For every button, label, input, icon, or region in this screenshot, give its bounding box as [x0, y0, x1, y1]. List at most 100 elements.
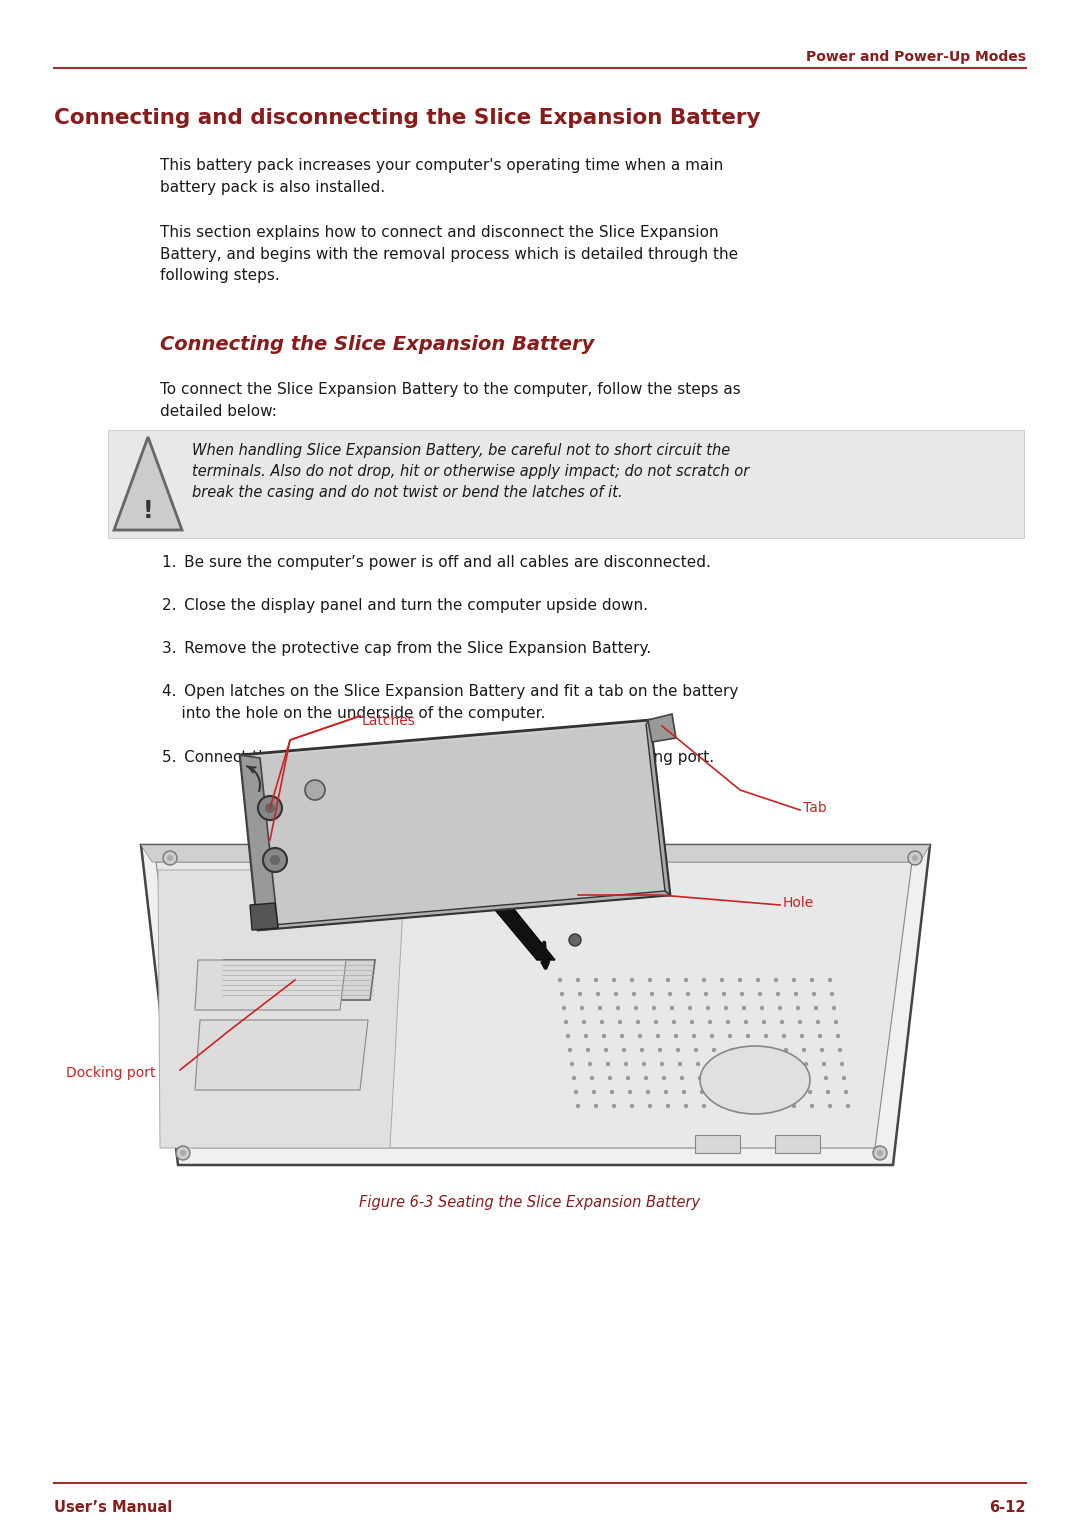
Polygon shape	[249, 904, 278, 930]
Circle shape	[758, 992, 762, 997]
Circle shape	[644, 1076, 648, 1079]
Circle shape	[747, 1047, 752, 1052]
Polygon shape	[114, 437, 183, 531]
Text: Tab: Tab	[804, 801, 827, 815]
Circle shape	[585, 1047, 590, 1052]
Circle shape	[639, 1047, 644, 1052]
Circle shape	[808, 1090, 812, 1095]
Circle shape	[702, 1104, 706, 1109]
Circle shape	[646, 1090, 650, 1095]
Circle shape	[778, 1006, 782, 1011]
Circle shape	[744, 1020, 748, 1024]
Text: 2. Close the display panel and turn the computer upside down.: 2. Close the display panel and turn the …	[162, 598, 648, 613]
FancyBboxPatch shape	[108, 430, 1024, 538]
Circle shape	[718, 1090, 723, 1095]
Circle shape	[688, 1006, 692, 1011]
Polygon shape	[195, 960, 346, 1011]
Circle shape	[804, 1061, 808, 1066]
Circle shape	[576, 1104, 580, 1109]
Circle shape	[270, 855, 280, 865]
Circle shape	[770, 1076, 774, 1079]
Circle shape	[756, 979, 760, 982]
Circle shape	[706, 1006, 711, 1011]
Circle shape	[684, 1104, 688, 1109]
Circle shape	[634, 1006, 638, 1011]
Circle shape	[658, 1047, 662, 1052]
Circle shape	[588, 1061, 592, 1066]
Circle shape	[594, 1104, 598, 1109]
Circle shape	[761, 1020, 766, 1024]
Polygon shape	[158, 870, 405, 1148]
Circle shape	[627, 1090, 632, 1095]
Circle shape	[616, 1006, 620, 1011]
Circle shape	[702, 979, 706, 982]
Circle shape	[794, 992, 798, 997]
Circle shape	[742, 1006, 746, 1011]
Circle shape	[832, 1006, 836, 1011]
Polygon shape	[648, 714, 676, 742]
Circle shape	[592, 1090, 596, 1095]
Text: This battery pack increases your computer's operating time when a main
battery p: This battery pack increases your compute…	[160, 157, 724, 194]
Text: 6-12: 6-12	[989, 1500, 1026, 1515]
Circle shape	[719, 979, 725, 982]
Circle shape	[576, 979, 580, 982]
Circle shape	[258, 797, 282, 820]
Circle shape	[843, 1090, 848, 1095]
Circle shape	[840, 1061, 845, 1066]
Polygon shape	[696, 1135, 740, 1153]
Circle shape	[696, 1061, 700, 1066]
Circle shape	[789, 1090, 794, 1095]
Circle shape	[180, 1150, 186, 1156]
Circle shape	[648, 979, 652, 982]
Circle shape	[570, 1061, 575, 1066]
Circle shape	[698, 1076, 702, 1079]
Circle shape	[826, 1090, 831, 1095]
Circle shape	[681, 1090, 686, 1095]
Circle shape	[827, 1104, 833, 1109]
Circle shape	[176, 1147, 190, 1161]
Circle shape	[798, 1020, 802, 1024]
Circle shape	[738, 1104, 742, 1109]
Circle shape	[787, 1076, 793, 1079]
Circle shape	[611, 1104, 617, 1109]
Circle shape	[596, 992, 600, 997]
Circle shape	[678, 1061, 683, 1066]
Circle shape	[873, 1147, 887, 1161]
Circle shape	[578, 992, 582, 997]
Circle shape	[834, 1020, 838, 1024]
Text: 5. Connect the Slice Expansion Battery's connector to the docking port.: 5. Connect the Slice Expansion Battery's…	[162, 751, 714, 764]
Text: Connecting and disconnecting the Slice Expansion Battery: Connecting and disconnecting the Slice E…	[54, 109, 760, 128]
Circle shape	[764, 1034, 768, 1038]
Circle shape	[700, 1090, 704, 1095]
Circle shape	[818, 1034, 822, 1038]
Polygon shape	[141, 846, 930, 1165]
Circle shape	[559, 992, 564, 997]
Circle shape	[594, 979, 598, 982]
Circle shape	[735, 1090, 740, 1095]
Circle shape	[667, 992, 672, 997]
Circle shape	[773, 979, 779, 982]
Circle shape	[692, 1034, 697, 1038]
Text: 1. Be sure the computer’s power is off and all cables are disconnected.: 1. Be sure the computer’s power is off a…	[162, 555, 711, 570]
Circle shape	[760, 1006, 765, 1011]
Circle shape	[724, 1006, 728, 1011]
Circle shape	[827, 979, 833, 982]
Circle shape	[733, 1076, 739, 1079]
Circle shape	[792, 979, 796, 982]
Circle shape	[652, 1006, 657, 1011]
Circle shape	[625, 1076, 631, 1079]
Polygon shape	[775, 1135, 820, 1153]
Polygon shape	[156, 862, 912, 1148]
Circle shape	[792, 1104, 796, 1109]
Circle shape	[679, 1076, 685, 1079]
Circle shape	[648, 1104, 652, 1109]
Circle shape	[569, 934, 581, 946]
Circle shape	[732, 1061, 737, 1066]
Circle shape	[672, 1020, 676, 1024]
Text: 3. Remove the protective cap from the Slice Expansion Battery.: 3. Remove the protective cap from the Sl…	[162, 641, 651, 656]
Circle shape	[618, 1020, 622, 1024]
Circle shape	[638, 1034, 643, 1038]
Circle shape	[653, 1020, 658, 1024]
Circle shape	[676, 1047, 680, 1052]
Circle shape	[630, 1104, 634, 1109]
